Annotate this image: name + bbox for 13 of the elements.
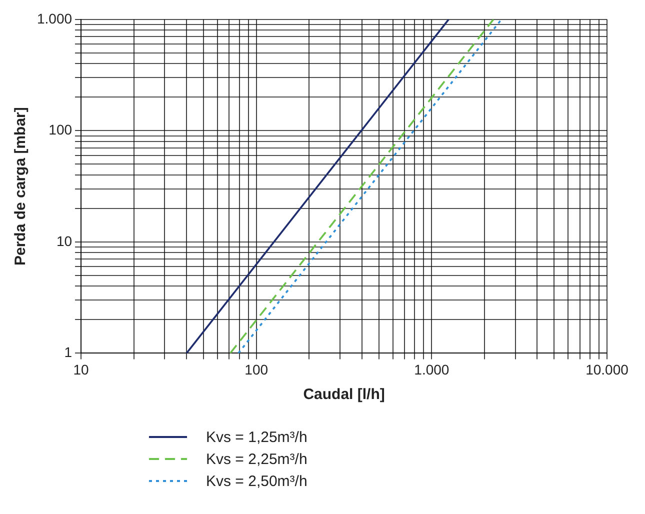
x-tick-label: 10.000 [586,361,629,378]
x-tick-label: 100 [244,361,268,378]
x-axis-title: Caudal [l/h] [303,386,385,404]
y-tick-label: 1 [64,344,72,360]
legend-label: Kvs = 2,50m³/h [206,472,308,490]
y-tick-label: 1.000 [36,10,72,26]
x-tick-label: 10 [73,361,90,378]
legend-label: Kvs = 1,25m³/h [206,428,308,446]
y-axis-title: Perda de carga [mbar] [12,107,30,266]
y-tick-label: 100 [48,122,72,138]
x-tick-label: 1.000 [414,361,450,378]
y-tick-label: 10 [56,232,72,249]
legend-label: Kvs = 2,25m³/h [206,450,308,468]
